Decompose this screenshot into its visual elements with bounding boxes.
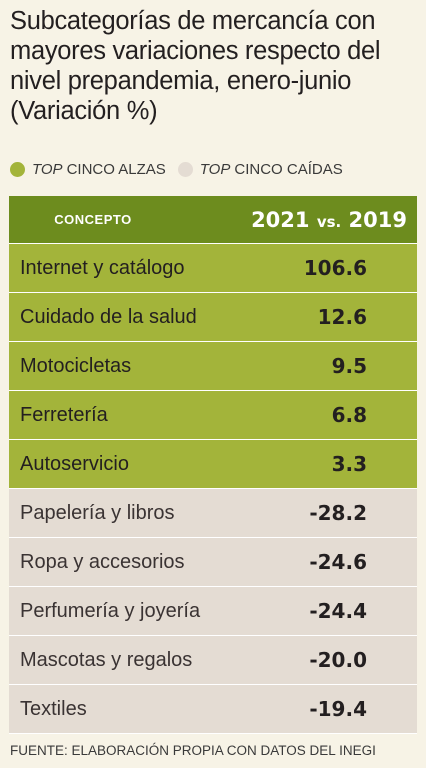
chart-title: Subcategorías de mercancía con mayores v… [10, 7, 381, 125]
header-years: 2021 vs. 2019 [177, 208, 417, 232]
row-value: -24.4 [309, 599, 367, 623]
row-value: -20.0 [309, 648, 367, 672]
header-year-a: 2021 [251, 207, 310, 232]
row-value: 6.8 [331, 403, 367, 427]
table-row: Ferretería 6.8 [9, 391, 417, 440]
table-row: Autoservicio 3.3 [9, 440, 417, 489]
source-note: FUENTE: ELABORACIÓN PROPIA CON DATOS DEL… [10, 743, 376, 758]
row-name: Papelería y libros [20, 501, 175, 524]
header-vs: vs. [316, 212, 342, 231]
table-row: Motocicletas 9.5 [9, 342, 417, 391]
header-concept: CONCEPTO [54, 212, 132, 227]
row-value: 12.6 [317, 305, 367, 329]
row-value: -19.4 [309, 697, 367, 721]
row-value: -24.6 [309, 550, 367, 574]
table-row: Ropa y accesorios -24.6 [9, 538, 417, 587]
row-name: Mascotas y regalos [20, 648, 193, 671]
table-row: Internet y catálogo 106.6 [9, 244, 417, 293]
table-body: Internet y catálogo 106.6 Cuidado de la sa… [9, 244, 417, 734]
table-row: Papelería y libros -28.2 [9, 489, 417, 538]
header-year-b: 2019 [348, 207, 407, 232]
legend-up-dot [10, 161, 25, 177]
row-name: Motocicletas [20, 354, 132, 377]
row-name: Textiles [20, 697, 87, 720]
legend: TOP CINCO ALZAS TOP CINCO CAÍDAS [10, 158, 343, 180]
row-value: -28.2 [309, 501, 367, 525]
row-name: Perfumería y joyería [20, 599, 201, 622]
row-name: Ferretería [20, 403, 108, 426]
row-name: Ropa y accesorios [20, 550, 185, 573]
table-row: Perfumería y joyería -24.4 [9, 587, 417, 636]
row-name: Internet y catálogo [20, 256, 185, 279]
row-name: Autoservicio [20, 452, 129, 475]
table-row: Textiles -19.4 [9, 685, 417, 734]
table-row: Mascotas y regalos -20.0 [9, 636, 417, 685]
row-value: 106.6 [303, 256, 367, 280]
legend-down-label: CINCO CAÍDAS [234, 160, 343, 178]
legend-down-dot [177, 161, 193, 177]
row-value: 9.5 [331, 354, 367, 378]
legend-up-label: CINCO ALZAS [66, 160, 166, 178]
legend-up-prefix: TOP [32, 160, 63, 178]
data-table: CONCEPTO 2021 vs. 2019 Internet y catálo… [9, 196, 417, 734]
row-value: 3.3 [331, 452, 367, 476]
row-name: Cuidado de la salud [20, 305, 197, 328]
table-row: Cuidado de la salud 12.6 [9, 293, 417, 342]
legend-down-prefix: TOP [199, 160, 231, 178]
table-header: CONCEPTO 2021 vs. 2019 [9, 196, 417, 244]
